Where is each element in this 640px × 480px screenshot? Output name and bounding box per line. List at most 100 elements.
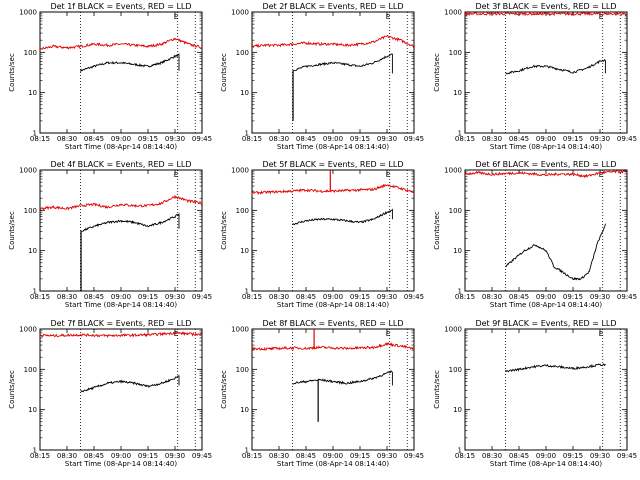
panel-title: Det 1f BLACK = Events, RED = LLD	[50, 2, 191, 11]
series-line-events	[505, 58, 606, 75]
series-line-lld	[251, 34, 415, 49]
x-tick-label: 09:30	[377, 452, 397, 460]
panel-title: Det 5f BLACK = Events, RED = LLD	[262, 160, 403, 169]
marker-label: E	[174, 171, 178, 179]
series-line-lld	[39, 37, 202, 50]
x-tick-label: 09:30	[165, 293, 185, 301]
panel-det-4: Det 4f BLACK = Events, RED = LLD E 08:15 08…	[8, 160, 212, 309]
x-tick-label: 09:15	[563, 452, 583, 460]
y-axis-title: Counts/sec	[433, 370, 441, 409]
panel-det-7: Det 7f BLACK = Events, RED = LLD E 08:15 08…	[8, 319, 212, 468]
x-tick-label: 09:15	[138, 293, 158, 301]
y-tick-label: 10	[240, 89, 249, 97]
x-tick-label: 08:15	[30, 135, 50, 143]
marker-label: E	[174, 330, 178, 338]
x-tick-label: 08:45	[509, 293, 529, 301]
x-tick-label: 08:30	[57, 135, 77, 143]
y-tick-label: 1000	[19, 9, 37, 17]
x-tick-label: 08:15	[455, 452, 475, 460]
y-tick-label: 100	[236, 49, 249, 57]
x-axis-title: Start Time (08-Apr-14 08:14:40)	[277, 301, 389, 309]
x-tick-label: 08:15	[30, 293, 50, 301]
marker-label: E	[386, 330, 390, 338]
x-axis-title: Start Time (08-Apr-14 08:14:40)	[65, 460, 177, 468]
x-tick-label: 08:15	[242, 293, 262, 301]
y-tick-label: 100	[24, 49, 37, 57]
marker-label: E	[386, 13, 390, 21]
x-axis-title: Start Time (08-Apr-14 08:14:40)	[490, 301, 602, 309]
marker-label: E	[599, 171, 603, 179]
series-line-lld	[464, 11, 628, 17]
panel-title: Det 8f BLACK = Events, RED = LLD	[262, 319, 403, 328]
series-line-lld	[39, 331, 203, 338]
marker-label: E	[599, 330, 603, 338]
x-tick-label: 09:15	[563, 135, 583, 143]
x-tick-label: 08:15	[455, 135, 475, 143]
x-tick-label: 08:45	[84, 293, 104, 301]
x-tick-label: 09:15	[138, 135, 158, 143]
panel-det-8: Det 8f BLACK = Events, RED = LLD E 08:15 08…	[220, 319, 424, 468]
y-tick-label: 100	[24, 207, 37, 215]
x-tick-label: 09:30	[590, 452, 610, 460]
x-tick-label: 09:45	[617, 452, 637, 460]
x-tick-label: 09:00	[111, 452, 131, 460]
y-tick-label: 1000	[444, 326, 462, 334]
y-tick-label: 1000	[231, 167, 249, 175]
series-line-lld	[251, 183, 415, 195]
panel-title: Det 9f BLACK = Events, RED = LLD	[475, 319, 616, 328]
x-tick-label: 08:30	[269, 452, 289, 460]
x-tick-label: 08:45	[296, 452, 316, 460]
x-axis-title: Start Time (08-Apr-14 08:14:40)	[277, 143, 389, 151]
y-tick-label: 10	[28, 247, 37, 255]
y-axis-title: Counts/sec	[433, 211, 441, 250]
panel-title: Det 6f BLACK = Events, RED = LLD	[475, 160, 616, 169]
panel-title: Det 2f BLACK = Events, RED = LLD	[262, 2, 403, 11]
y-tick-label: 100	[449, 207, 462, 215]
x-tick-label: 09:00	[536, 452, 556, 460]
x-tick-label: 09:45	[617, 135, 637, 143]
y-tick-label: 1	[458, 130, 462, 138]
panel-det-2: Det 2f BLACK = Events, RED = LLD E 08:15 08…	[220, 2, 424, 151]
y-tick-label: 1000	[444, 167, 462, 175]
panel-det-3: Det 3f BLACK = Events, RED = LLD E 08:15 08…	[433, 2, 637, 151]
y-tick-label: 1	[245, 288, 249, 296]
x-axis-title: Start Time (08-Apr-14 08:14:40)	[65, 143, 177, 151]
y-tick-label: 1	[245, 130, 249, 138]
x-tick-label: 08:30	[269, 293, 289, 301]
y-axis-title: Counts/sec	[220, 53, 228, 92]
x-tick-label: 08:30	[482, 452, 502, 460]
x-axis-title: Start Time (08-Apr-14 08:14:40)	[490, 143, 602, 151]
x-axis-title: Start Time (08-Apr-14 08:14:40)	[65, 301, 177, 309]
y-tick-label: 100	[449, 49, 462, 57]
x-tick-label: 09:30	[165, 135, 185, 143]
y-tick-label: 100	[24, 366, 37, 374]
y-tick-label: 1000	[19, 167, 37, 175]
y-tick-label: 1	[33, 447, 37, 455]
x-tick-label: 09:00	[536, 293, 556, 301]
y-tick-label: 100	[236, 207, 249, 215]
y-tick-label: 10	[240, 247, 249, 255]
marker-label: E	[386, 171, 390, 179]
x-tick-label: 09:45	[404, 293, 424, 301]
x-tick-label: 09:15	[350, 452, 370, 460]
x-tick-label: 08:30	[269, 135, 289, 143]
series-line-events	[505, 223, 606, 281]
y-axis-title: Counts/sec	[8, 53, 16, 92]
y-tick-label: 10	[453, 89, 462, 97]
x-tick-label: 08:30	[482, 135, 502, 143]
y-tick-label: 10	[240, 406, 249, 414]
series-line-lld	[464, 169, 628, 179]
series-line-events	[505, 363, 606, 373]
y-tick-label: 1	[33, 288, 37, 296]
x-tick-label: 09:30	[590, 135, 610, 143]
y-tick-label: 10	[453, 247, 462, 255]
panel-title: Det 7f BLACK = Events, RED = LLD	[50, 319, 191, 328]
panel-det-5: Det 5f BLACK = Events, RED = LLD E 08:15 08…	[220, 160, 424, 309]
y-tick-label: 100	[236, 366, 249, 374]
x-tick-label: 09:45	[617, 293, 637, 301]
x-tick-label: 09:45	[404, 135, 424, 143]
x-tick-label: 08:45	[296, 135, 316, 143]
x-tick-label: 09:15	[350, 135, 370, 143]
y-tick-label: 1000	[231, 326, 249, 334]
